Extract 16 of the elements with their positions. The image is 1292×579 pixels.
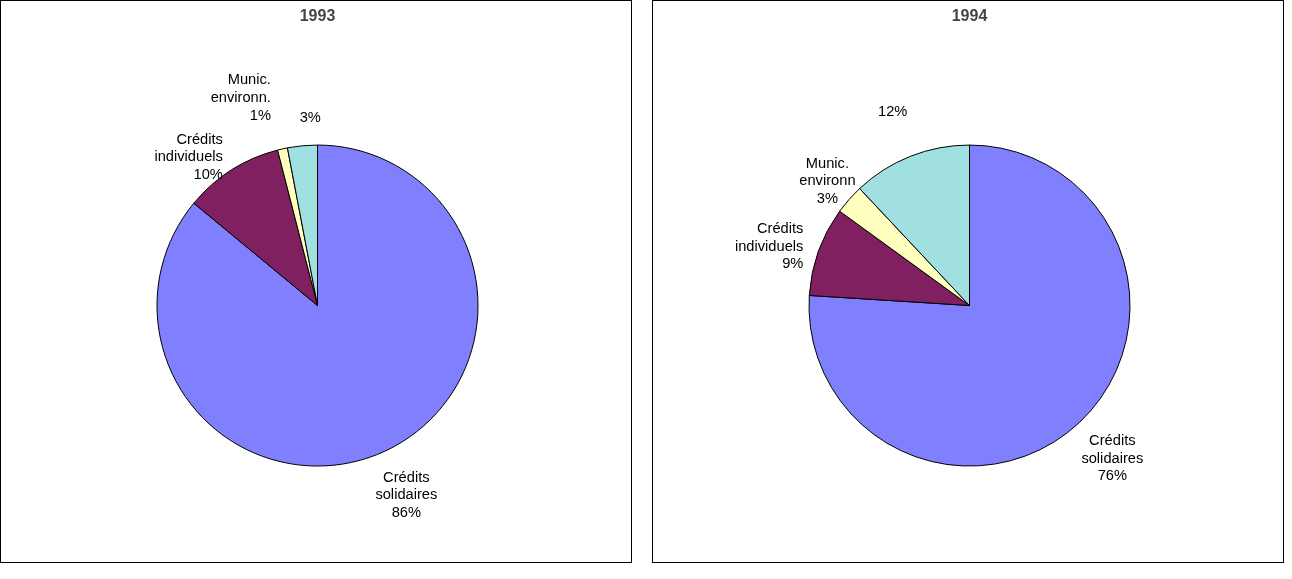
data-label: 1%: [249, 106, 271, 123]
data-label: 10%: [193, 165, 223, 182]
slice-label: Crédits solidaires: [1081, 432, 1144, 466]
data-label: 3%: [816, 189, 839, 206]
chart-title: 1993: [299, 6, 336, 24]
chart-title: 1994: [951, 6, 988, 24]
slice-label: Crédits individuels: [734, 220, 804, 254]
data-label: 9%: [782, 255, 804, 272]
data-label: 12%: [878, 103, 908, 120]
slice-label: Crédits solidaires: [375, 468, 438, 503]
slice-label: Munic. environn: [799, 154, 856, 189]
data-label: 86%: [391, 504, 422, 521]
data-label: 76%: [1097, 467, 1128, 484]
slice-label: Crédits individuels: [154, 130, 223, 165]
slice-label: Munic. environn.: [210, 71, 271, 106]
data-label: 3%: [299, 108, 321, 125]
